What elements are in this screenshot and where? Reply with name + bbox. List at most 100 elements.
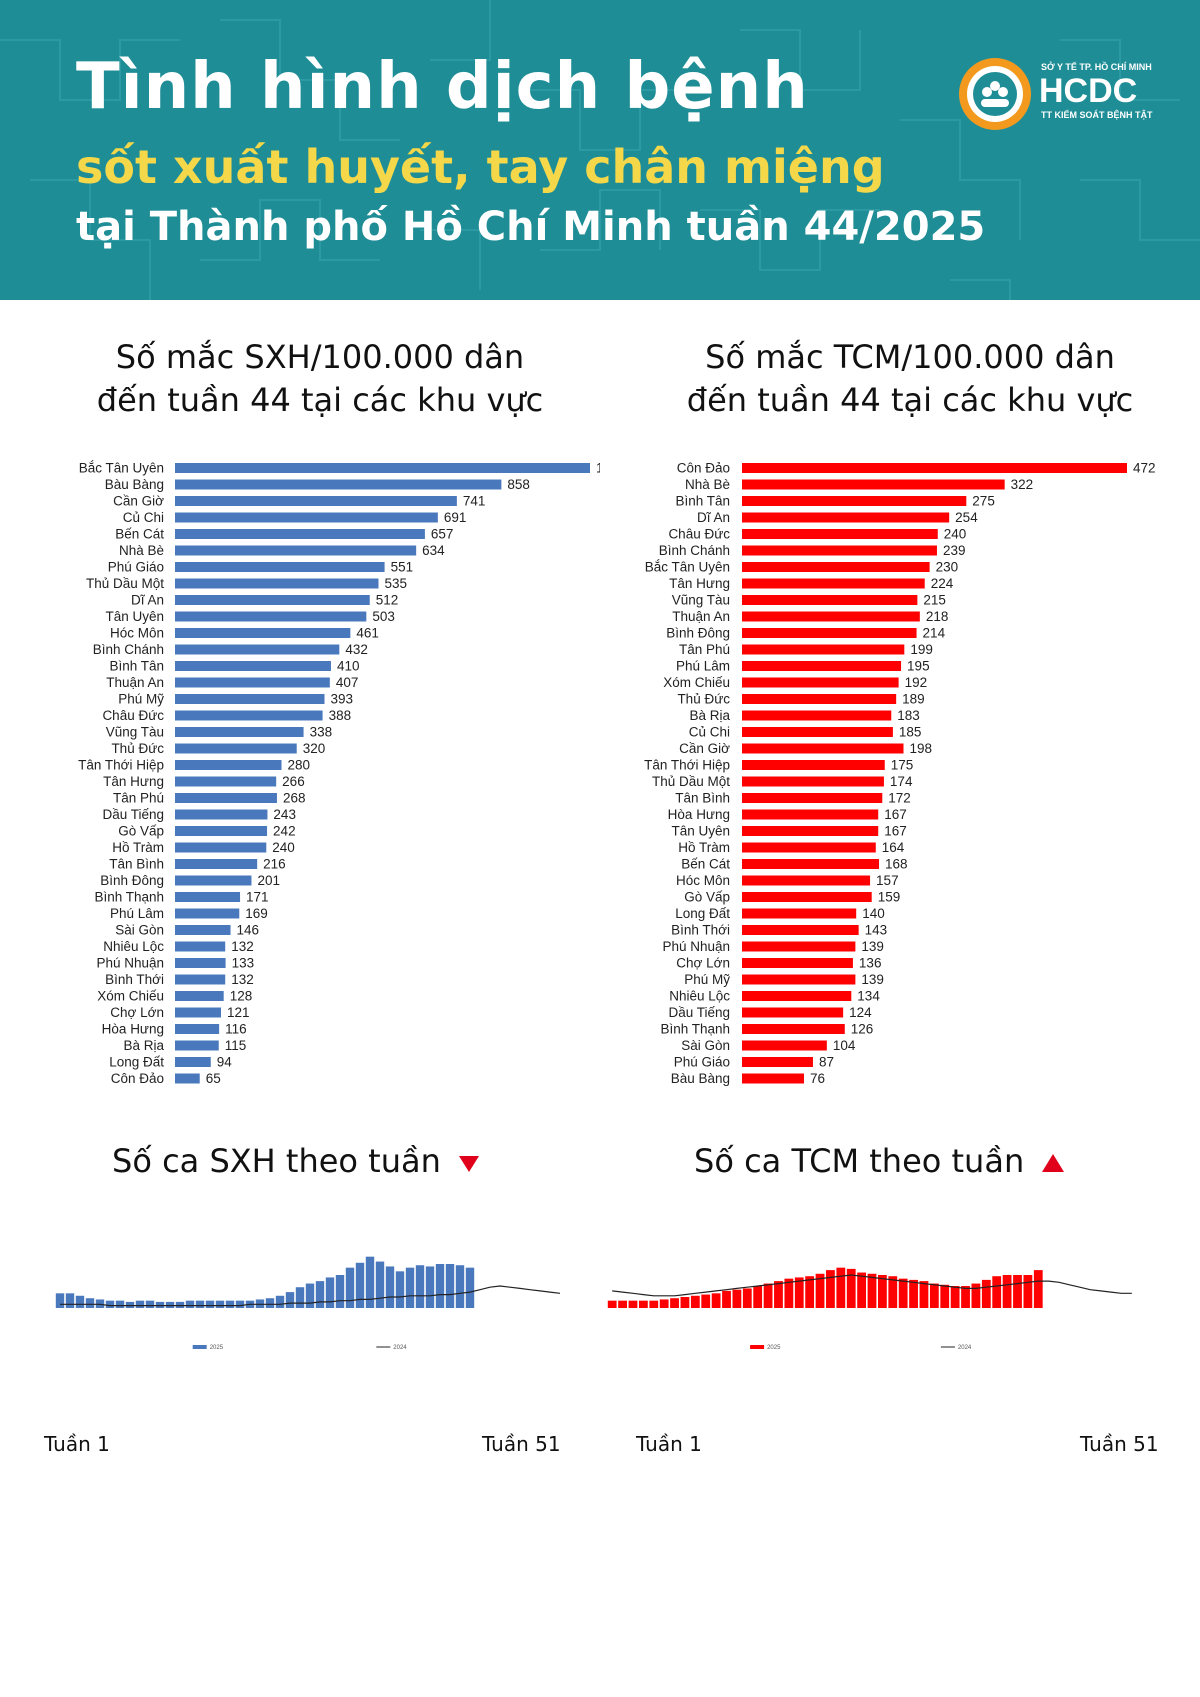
sxh-rate-category-label: Xóm Chiếu xyxy=(97,989,164,1004)
page-subtitle: sốt xuất huyết, tay chân miệng xyxy=(76,140,885,194)
sxh-rate-value-label: 146 xyxy=(237,923,260,938)
sxh-rate-bar xyxy=(175,496,457,506)
sxh-rate-bar xyxy=(175,661,331,671)
tcm-weekly-bar xyxy=(836,1267,846,1308)
sxh-rate-category-label: Châu Đức xyxy=(102,708,164,723)
sxh-rate-category-label: Bắc Tân Uyên xyxy=(79,461,164,476)
tcm-rate-bar xyxy=(742,562,930,572)
tcm-rate-category-label: Long Đất xyxy=(675,906,730,921)
sxh-rate-bar xyxy=(175,1057,211,1067)
page-title: Tình hình dịch bệnh xyxy=(76,50,809,124)
tcm-weekly-bar xyxy=(992,1276,1002,1308)
tcm-rate-category-label: Bình Đông xyxy=(666,626,730,641)
sxh-weekly-bar xyxy=(425,1266,435,1308)
tcm-weekly-bar xyxy=(753,1286,763,1308)
tcm-rate-category-label: Dĩ An xyxy=(697,510,730,525)
tcm-rate-bar xyxy=(742,958,853,968)
triangle-up-icon xyxy=(1042,1154,1065,1172)
sxh-rate-bar xyxy=(175,578,379,589)
sxh-rate-bar xyxy=(175,1007,222,1018)
tcm-rate-bar xyxy=(742,941,856,952)
tcm-weekly-bar xyxy=(971,1283,981,1308)
sxh-rate-bar xyxy=(175,611,367,622)
tcm-rate-value-label: 224 xyxy=(931,576,954,591)
tcm-rate-value-label: 159 xyxy=(878,890,901,905)
sxh-rate-bar xyxy=(175,974,226,985)
sxh-weekly-bar xyxy=(375,1261,385,1308)
sxh-rate-bar xyxy=(175,776,277,787)
tcm-rate-value-label: 76 xyxy=(810,1071,825,1086)
sxh-rate-category-label: Tân Thới Hiệp xyxy=(78,758,164,773)
tcm-rate-bar xyxy=(742,760,885,770)
tcm-rate-value-label: 140 xyxy=(862,906,885,921)
tcm-weekly-bar xyxy=(763,1283,773,1308)
tcm-rate-bar xyxy=(742,710,892,721)
tcm-rate-category-label: Côn Đảo xyxy=(677,461,730,476)
tcm-weekly-legend-label-2024: 2024 xyxy=(958,1345,972,1351)
sxh-rate-value-label: 121 xyxy=(227,1005,250,1020)
sxh-weekly-chart: 2025 2024 xyxy=(55,1256,561,1351)
sxh-weekly-title: Số ca SXH theo tuần xyxy=(112,1142,481,1180)
sxh-rate-value-label: 407 xyxy=(336,675,359,690)
sxh-weekly-bar xyxy=(115,1300,125,1308)
sxh-rate-value-label: 171 xyxy=(246,890,269,905)
tcm-rate-bar xyxy=(742,727,893,737)
tcm-rate-value-label: 239 xyxy=(943,543,966,558)
sxh-weekly-bar xyxy=(155,1301,165,1308)
tcm-rate-category-label: Phú Lâm xyxy=(676,659,730,674)
sxh-rate-bar xyxy=(175,628,351,638)
tcm-weekly-bar xyxy=(1002,1275,1012,1308)
tcm-rate-category-label: Hóc Môn xyxy=(676,873,730,888)
sxh-weekly-bar xyxy=(465,1267,475,1308)
sxh-rate-value-label: 338 xyxy=(310,725,333,740)
tcm-rate-value-label: 164 xyxy=(882,840,905,855)
sxh-rate-value-label: 461 xyxy=(356,626,379,641)
sxh-rate-category-label: Vũng Tàu xyxy=(106,725,164,740)
tcm-rate-title-line1: Số mắc TCM/100.000 dân xyxy=(705,338,1115,376)
tcm-weekly-bar xyxy=(742,1288,752,1308)
header-banner: Tình hình dịch bệnh sốt xuất huyết, tay … xyxy=(0,0,1200,300)
tcm-rate-bar xyxy=(742,578,925,589)
tcm-weekly-bar xyxy=(815,1273,825,1308)
tcm-rate-category-label: Nhà Bè xyxy=(685,477,730,492)
sxh-rate-bar xyxy=(175,677,330,688)
sxh-rate-category-label: Gò Vấp xyxy=(118,824,164,839)
sxh-weekly-bar xyxy=(145,1300,155,1308)
tcm-weekly-bar xyxy=(877,1275,887,1308)
tcm-rate-bar xyxy=(742,1024,845,1034)
tcm-rate-bar xyxy=(742,1007,844,1018)
sxh-rate-category-label: Thủ Đức xyxy=(111,741,164,756)
sxh-rate-category-label: Tân Phú xyxy=(113,791,164,806)
tcm-rate-bar xyxy=(742,1073,804,1084)
tcm-rate-value-label: 198 xyxy=(910,741,933,756)
sxh-weekly-bar xyxy=(345,1267,355,1308)
tcm-rate-value-label: 124 xyxy=(849,1005,872,1020)
sxh-weekly-bar xyxy=(135,1300,145,1308)
tcm-weekly-bar xyxy=(1033,1270,1043,1308)
sxh-rate-value-label: 243 xyxy=(273,807,296,822)
tcm-rate-bar xyxy=(742,925,859,935)
sxh-week-end-label: Tuần 51 xyxy=(482,1432,561,1456)
sxh-rate-bar xyxy=(175,958,226,968)
tcm-rate-bar xyxy=(742,595,918,605)
sxh-weekly-bar xyxy=(335,1275,345,1308)
tcm-rate-category-label: Tân Bình xyxy=(675,791,730,806)
page-location-week: tại Thành phố Hồ Chí Minh tuần 44/2025 xyxy=(76,204,986,250)
sxh-rate-value-label: 741 xyxy=(463,494,486,509)
sxh-rate-value-label: 201 xyxy=(257,873,280,888)
tcm-rate-category-label: Phú Giáo xyxy=(674,1055,730,1070)
tcm-rate-bar xyxy=(742,743,904,754)
tcm-weekly-bar xyxy=(826,1270,835,1308)
sxh-rate-category-label: Bình Thạnh xyxy=(94,890,164,905)
tcm-weekly-bar xyxy=(732,1289,742,1308)
sxh-rate-value-label: 657 xyxy=(431,527,454,542)
tcm-weekly-bar xyxy=(659,1299,669,1308)
tcm-weekly-bar xyxy=(670,1298,679,1308)
sxh-rate-bar xyxy=(175,842,267,853)
sxh-rate-category-label: Dầu Tiếng xyxy=(102,807,164,822)
sxh-weekly-bar xyxy=(385,1266,395,1308)
sxh-rate-category-label: Thuận An xyxy=(106,675,164,690)
tcm-rate-bar xyxy=(742,842,876,853)
sxh-weekly-bar xyxy=(355,1262,365,1308)
tcm-rate-bar xyxy=(742,628,917,638)
